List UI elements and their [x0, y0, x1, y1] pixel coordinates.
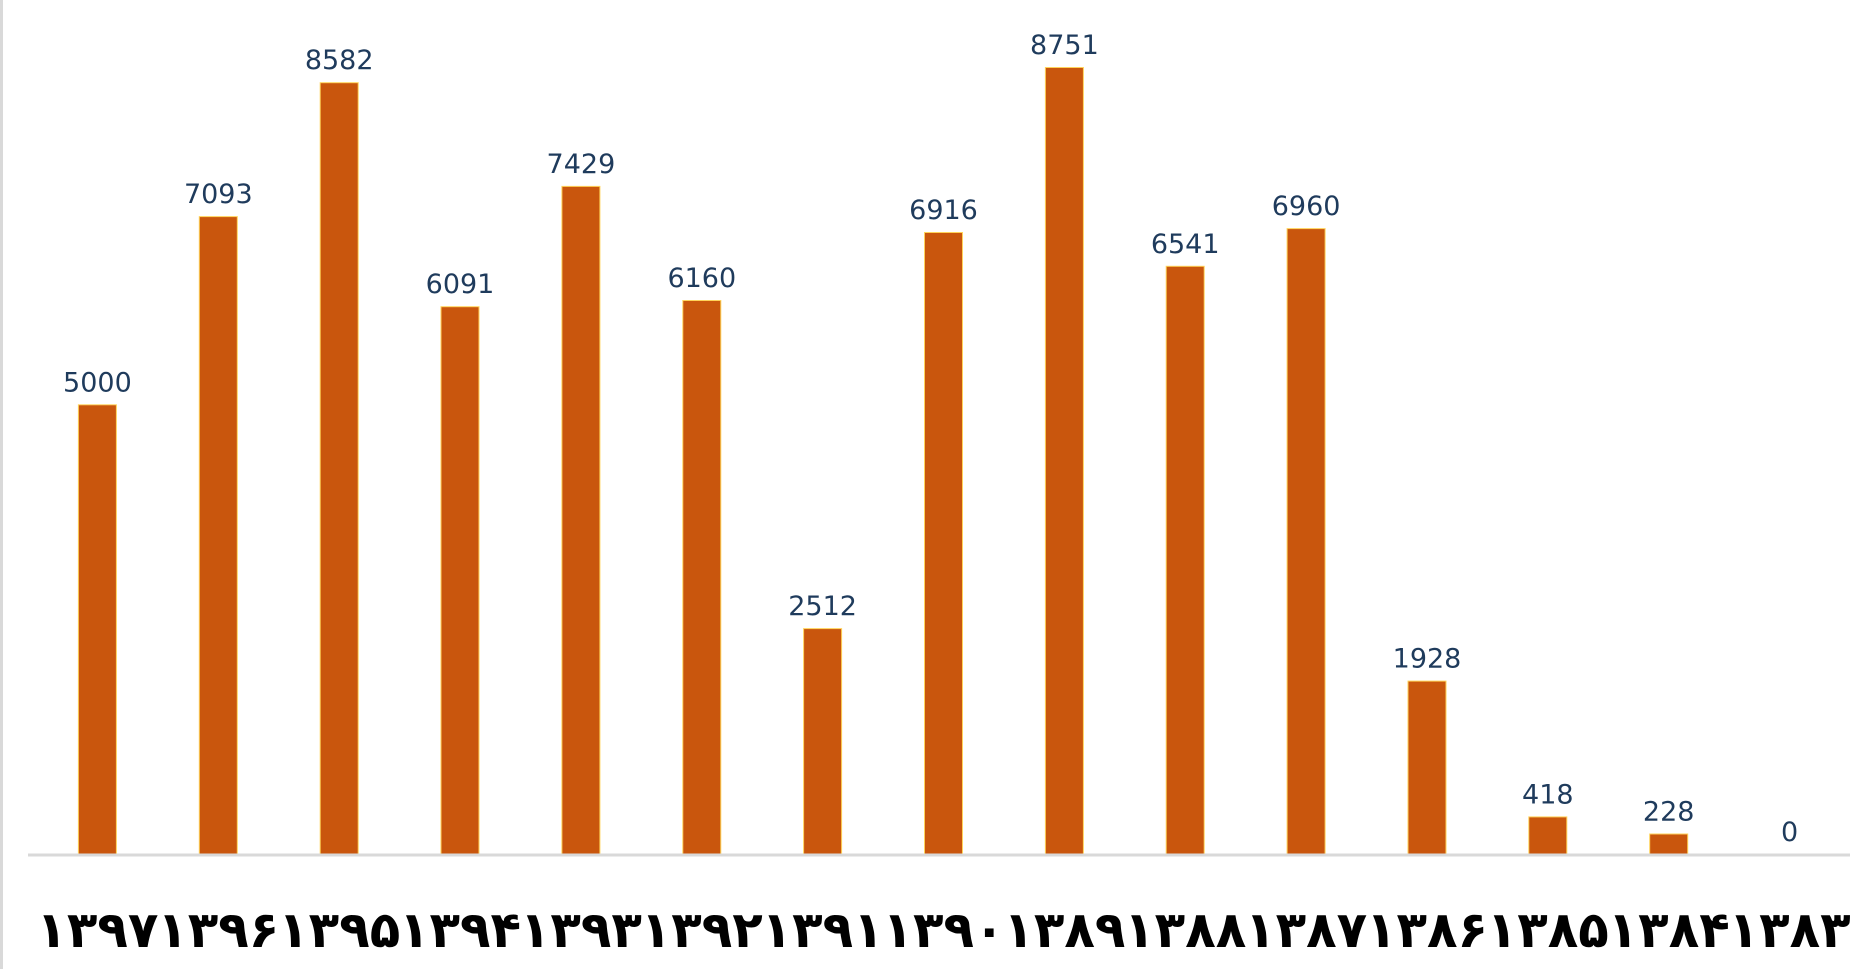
bar	[1287, 229, 1325, 856]
data-label: 7429	[547, 149, 616, 180]
bar	[1045, 68, 1083, 855]
x-tick-label: ۱۳۹۱	[762, 901, 884, 959]
data-label: 228	[1643, 797, 1695, 828]
x-tick-label: ۱۳۹۶	[157, 901, 279, 959]
data-label: 6091	[426, 269, 495, 300]
data-label: 6960	[1272, 191, 1341, 222]
data-label: 418	[1522, 779, 1574, 810]
data-label: 6541	[1151, 229, 1220, 260]
x-tick-label: ۱۳۸۸	[1124, 901, 1246, 959]
x-tick-label: ۱۳۸۹	[1003, 901, 1125, 959]
x-tick-labels-layer: ۱۳۹۷۱۳۹۶۱۳۹۵۱۳۹۴۱۳۹۳۱۳۹۲۱۳۹۱۱۳۹۰۱۳۸۹۱۳۸۸…	[36, 901, 1850, 959]
x-tick-label: ۱۳۹۵	[278, 901, 400, 959]
bar	[925, 233, 962, 855]
x-tick-label: ۱۳۸۳	[1729, 901, 1851, 959]
x-tick-label: ۱۳۹۴	[399, 901, 521, 959]
bar	[78, 405, 116, 855]
x-tick-label: ۱۳۹۲	[641, 901, 763, 959]
x-tick-label: ۱۳۸۶	[1366, 901, 1488, 959]
chart-left-border	[0, 0, 3, 969]
data-label: 5000	[63, 367, 132, 398]
bars-layer	[77, 67, 1689, 856]
x-tick-label: ۱۳۸۴	[1608, 901, 1730, 959]
data-label: 7093	[184, 179, 253, 210]
bar	[562, 186, 600, 855]
bar	[1650, 834, 1688, 855]
data-label: 2512	[788, 591, 857, 622]
x-tick-label: ۱۳۹۰	[882, 901, 1004, 959]
bar	[804, 629, 842, 855]
data-label: 8751	[1030, 30, 1099, 61]
bar	[320, 83, 358, 855]
x-tick-label: ۱۳۹۳	[520, 901, 642, 959]
data-label: 0	[1781, 817, 1798, 848]
x-tick-label: ۱۳۸۷	[1245, 901, 1367, 959]
bar	[199, 217, 237, 856]
x-tick-label: ۱۳۹۷	[36, 901, 158, 959]
value-labels-layer: 5000 7093 8582 6091 7429 6160 2512 6916 8751 6541…	[63, 30, 1798, 848]
bar	[1166, 266, 1204, 855]
data-label: 6160	[667, 263, 736, 294]
bar	[441, 307, 479, 855]
bar	[1408, 681, 1446, 855]
data-label: 1928	[1393, 644, 1462, 675]
x-tick-label: ۱۳۸۵	[1487, 901, 1609, 959]
data-label: 6916	[909, 195, 978, 226]
data-label: 8582	[305, 45, 374, 76]
bar	[1529, 817, 1567, 855]
bar	[683, 301, 721, 855]
